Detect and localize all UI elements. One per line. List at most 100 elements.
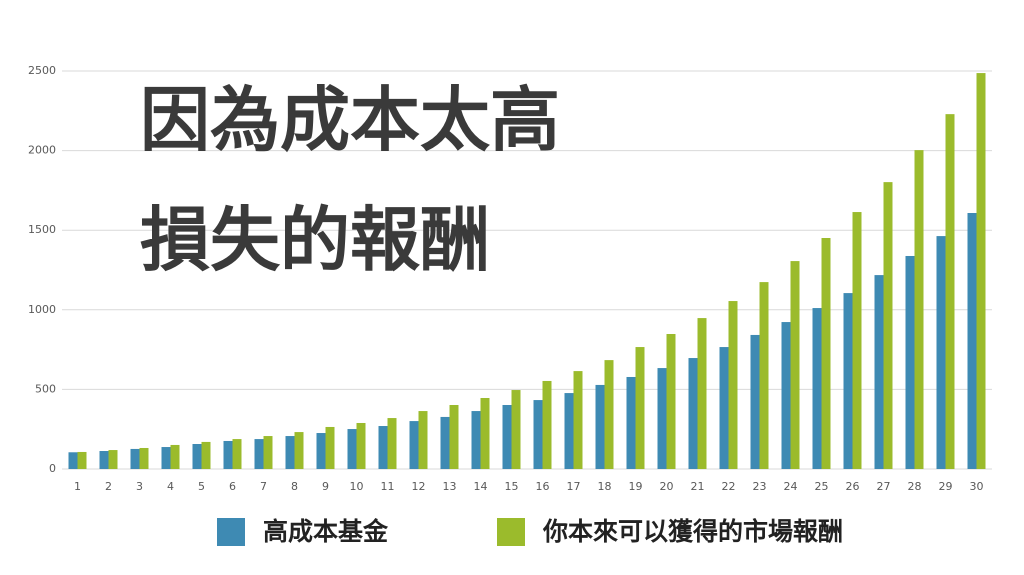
bar bbox=[232, 439, 242, 469]
bar bbox=[170, 444, 180, 469]
y-tick-label: 2500 bbox=[28, 64, 56, 77]
bar bbox=[976, 73, 986, 469]
bar bbox=[666, 333, 676, 469]
x-tick-label: 4 bbox=[167, 480, 174, 493]
bar bbox=[387, 418, 397, 469]
bar bbox=[843, 293, 853, 469]
x-tick-label: 11 bbox=[381, 480, 395, 493]
x-tick-label: 13 bbox=[443, 480, 457, 493]
bar bbox=[192, 444, 202, 469]
bar bbox=[161, 447, 171, 469]
x-tick-label: 29 bbox=[939, 480, 953, 493]
bar bbox=[130, 448, 140, 469]
bar bbox=[201, 441, 211, 469]
bar bbox=[781, 322, 791, 469]
bar bbox=[254, 439, 264, 469]
annotation: 因為成本太高 bbox=[140, 79, 560, 161]
x-tick-label: 9 bbox=[322, 480, 329, 493]
bar bbox=[378, 426, 388, 469]
x-tick-label: 15 bbox=[505, 480, 519, 493]
bar bbox=[449, 405, 459, 469]
x-tick-label: 16 bbox=[536, 480, 550, 493]
bar bbox=[480, 397, 490, 469]
legend-swatch bbox=[497, 518, 525, 546]
bar bbox=[356, 422, 366, 469]
bar bbox=[573, 371, 583, 469]
x-tick-label: 6 bbox=[229, 480, 236, 493]
x-tick-label: 18 bbox=[598, 480, 612, 493]
y-tick-label: 1500 bbox=[28, 223, 56, 236]
bar bbox=[511, 390, 521, 469]
bar bbox=[325, 426, 335, 469]
bar bbox=[418, 411, 428, 469]
legend-label: 你本來可以獲得的市場報酬 bbox=[542, 517, 843, 546]
bar bbox=[719, 347, 729, 469]
bar bbox=[223, 440, 233, 469]
x-tick-label: 25 bbox=[815, 480, 829, 493]
annotation: 損失的報酬 bbox=[140, 199, 490, 281]
bar bbox=[635, 347, 645, 469]
x-tick-label: 14 bbox=[474, 480, 488, 493]
y-tick-label: 500 bbox=[35, 382, 56, 395]
bar bbox=[409, 421, 419, 469]
bar bbox=[905, 255, 915, 469]
bar bbox=[285, 436, 295, 469]
bar bbox=[542, 380, 552, 469]
x-tick-label: 3 bbox=[136, 480, 143, 493]
bar bbox=[750, 334, 760, 469]
x-tick-label: 1 bbox=[74, 480, 81, 493]
bar bbox=[936, 236, 946, 469]
x-tick-label: 27 bbox=[877, 480, 891, 493]
x-tick-label: 20 bbox=[660, 480, 674, 493]
bar bbox=[316, 433, 326, 469]
bar bbox=[626, 376, 636, 469]
x-tick-label: 17 bbox=[567, 480, 581, 493]
bar bbox=[139, 447, 149, 469]
x-tick-label: 5 bbox=[198, 480, 205, 493]
bar bbox=[697, 318, 707, 469]
x-tick-label: 21 bbox=[691, 480, 705, 493]
bar bbox=[77, 451, 87, 469]
bar bbox=[263, 436, 273, 469]
bar bbox=[812, 308, 822, 469]
bar bbox=[883, 182, 893, 470]
bar bbox=[688, 358, 698, 469]
y-tick-label: 0 bbox=[49, 462, 56, 475]
bar bbox=[347, 429, 357, 469]
x-tick-label: 19 bbox=[629, 480, 643, 493]
y-tick-label: 1000 bbox=[28, 303, 56, 316]
bar bbox=[914, 150, 924, 469]
x-tick-label: 10 bbox=[350, 480, 364, 493]
bar bbox=[821, 238, 831, 469]
bar bbox=[967, 213, 977, 469]
bar bbox=[790, 261, 800, 469]
bar bbox=[294, 432, 304, 469]
x-tick-label: 28 bbox=[908, 480, 922, 493]
x-tick-label: 8 bbox=[291, 480, 298, 493]
bar bbox=[564, 393, 574, 469]
x-tick-label: 23 bbox=[753, 480, 767, 493]
bar bbox=[595, 384, 605, 469]
x-tick-label: 2 bbox=[105, 480, 112, 493]
bar bbox=[502, 405, 512, 469]
x-tick-label: 30 bbox=[970, 480, 984, 493]
bar bbox=[471, 411, 481, 469]
bar bbox=[604, 360, 614, 469]
bar bbox=[852, 212, 862, 469]
bar bbox=[99, 451, 109, 469]
legend-swatch bbox=[217, 518, 245, 546]
bar bbox=[759, 282, 769, 469]
x-tick-label: 26 bbox=[846, 480, 860, 493]
bar bbox=[728, 301, 738, 469]
x-tick-label: 7 bbox=[260, 480, 267, 493]
x-tick-label: 22 bbox=[722, 480, 736, 493]
bar bbox=[945, 114, 955, 470]
bar bbox=[68, 452, 78, 469]
bar bbox=[533, 400, 543, 469]
bar bbox=[657, 368, 667, 469]
x-tick-label: 24 bbox=[784, 480, 798, 493]
x-tick-label: 12 bbox=[412, 480, 426, 493]
bar bbox=[108, 450, 118, 469]
legend-label: 高成本基金 bbox=[263, 517, 389, 546]
